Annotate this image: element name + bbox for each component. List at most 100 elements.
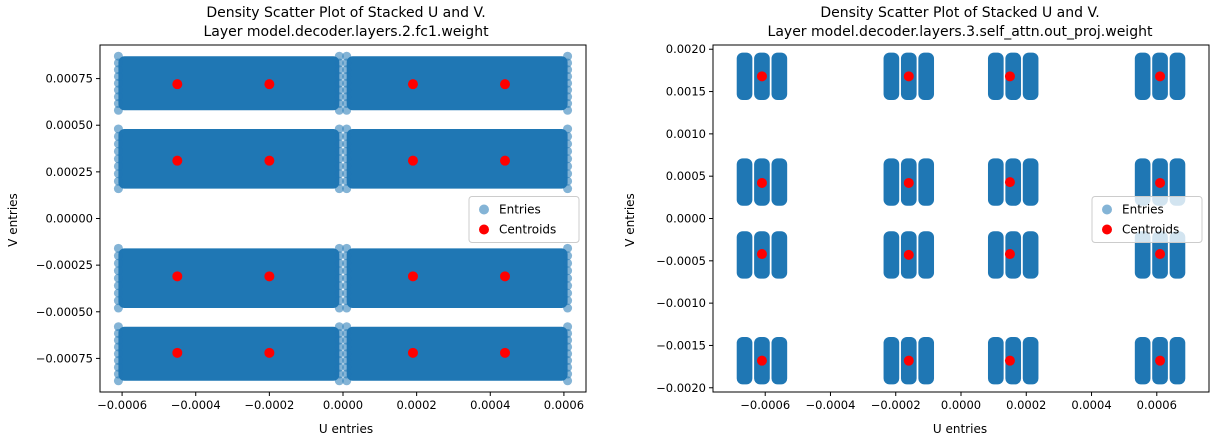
centroid-point (500, 79, 510, 90)
legend: Entries Centroids (468, 196, 580, 243)
centroid-point (1155, 71, 1166, 82)
entry-point (334, 342, 344, 352)
entry-point (342, 349, 352, 359)
entry-point (563, 146, 573, 156)
legend-marker (1102, 204, 1112, 215)
entry-point (563, 258, 573, 268)
y-tick-label: 0.0005 (666, 169, 706, 183)
y-tick-label: 0.0000 (666, 212, 706, 226)
entry-point (334, 92, 344, 102)
entry-point (563, 369, 573, 379)
centroid-point (756, 177, 767, 188)
centroid-point (264, 79, 275, 90)
centroid-point (407, 347, 418, 358)
entry-point (563, 296, 573, 306)
entries-cluster (1169, 158, 1186, 206)
entry-point (334, 154, 344, 164)
entries-cluster (1134, 336, 1151, 385)
entry-point (113, 369, 123, 379)
centroid-point (407, 271, 418, 282)
legend-box (468, 196, 580, 243)
entry-point (342, 146, 352, 156)
entry-point (563, 266, 573, 276)
entry-point (342, 273, 352, 283)
entry-point (334, 85, 344, 95)
chart-title: Density Scatter Plot of Stacked U and V. (820, 5, 1099, 21)
entries-cluster (1022, 158, 1039, 206)
entry-point (334, 362, 344, 372)
entry-point (113, 376, 123, 386)
entry-point (113, 51, 123, 61)
entry-point (334, 184, 344, 194)
entries-cluster (771, 52, 788, 101)
legend: Entries Centroids (1091, 196, 1203, 243)
entries-cluster (736, 336, 753, 385)
entry-point (563, 356, 573, 366)
entry-point (342, 369, 352, 379)
entry-point (113, 342, 123, 352)
entry-point (113, 362, 123, 372)
y-tick-label: −0.0005 (656, 254, 706, 268)
entry-point (334, 161, 344, 171)
entry-point (563, 65, 573, 75)
entry-point (113, 328, 123, 338)
centroid-point (1004, 249, 1015, 260)
entry-point (563, 251, 573, 261)
centroid-point (1004, 177, 1015, 188)
entry-point (342, 99, 352, 109)
entry-point (563, 335, 573, 345)
entry-point (113, 281, 123, 291)
entry-point (113, 65, 123, 75)
entry-point (563, 92, 573, 102)
x-tick-label: −0.0006 (97, 398, 147, 412)
data-marks (113, 51, 573, 386)
centroid-point (500, 271, 510, 282)
centroid-point (903, 71, 914, 82)
entry-point (334, 105, 344, 115)
y-tick-label: −0.00050 (36, 305, 93, 319)
x-tick-label: 0.0002 (397, 398, 437, 412)
entries-cluster (1022, 52, 1039, 101)
entries-cluster (736, 158, 753, 206)
centroid-point (407, 155, 418, 166)
entry-point (342, 266, 352, 276)
entry-point (113, 356, 123, 366)
entry-point (563, 139, 573, 149)
centroid-point (407, 79, 418, 90)
centroid-point (264, 271, 275, 282)
entry-point (334, 288, 344, 298)
legend-label: Centroids (499, 223, 556, 237)
legend-marker (1102, 224, 1112, 235)
chart-subtitle: Layer model.decoder.layers.3.self_attn.o… (768, 24, 1153, 40)
entry-point (334, 176, 344, 186)
chart-subtitle: Layer model.decoder.layers.2.fc1.weight (203, 24, 489, 40)
entry-point (342, 78, 352, 88)
y-tick-label: −0.00025 (36, 258, 93, 272)
entry-point (342, 342, 352, 352)
chart-title: Density Scatter Plot of Stacked U and V. (206, 5, 485, 21)
entry-point (113, 184, 123, 194)
entry-point (342, 92, 352, 102)
entry-point (342, 362, 352, 372)
entry-point (342, 356, 352, 366)
centroid-point (172, 271, 183, 282)
entries-band (118, 326, 340, 381)
entry-point (113, 146, 123, 156)
entry-point (113, 335, 123, 345)
entries-cluster (1134, 158, 1151, 206)
centroid-point (903, 249, 914, 260)
entry-point (342, 258, 352, 268)
entry-point (113, 288, 123, 298)
entry-point (334, 124, 344, 134)
entry-point (342, 58, 352, 68)
entry-point (334, 243, 344, 253)
entry-point (334, 58, 344, 68)
entry-point (113, 124, 123, 134)
entry-point (563, 176, 573, 186)
entry-point (563, 124, 573, 134)
entry-point (334, 273, 344, 283)
y-axis-label: V entries (6, 193, 20, 247)
entry-point (563, 58, 573, 68)
entry-point (342, 184, 352, 194)
